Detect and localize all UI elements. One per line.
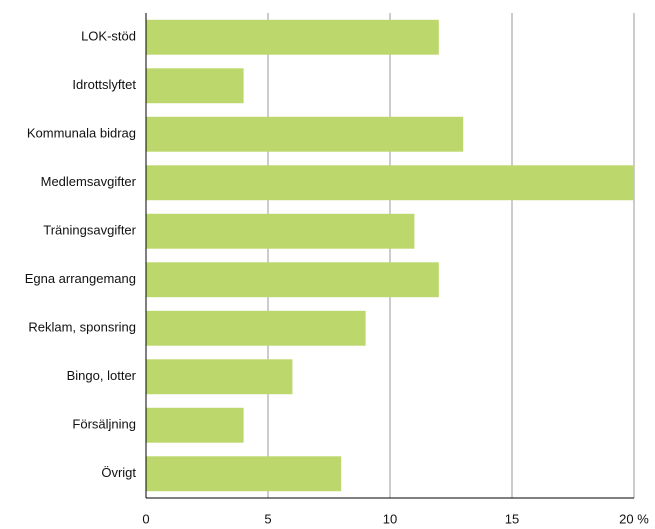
bar bbox=[146, 310, 366, 346]
y-tick-label: Reklam, sponsring bbox=[28, 320, 136, 335]
bar bbox=[146, 213, 415, 249]
bar bbox=[146, 359, 293, 395]
y-tick-label: Idrottslyftet bbox=[72, 77, 136, 92]
y-tick-label: Medlemsavgifter bbox=[41, 174, 137, 189]
bar bbox=[146, 407, 244, 443]
y-tick-label: Egna arrangemang bbox=[25, 271, 136, 286]
x-tick-label: 20 % bbox=[619, 511, 649, 526]
y-tick-label: LOK-stöd bbox=[81, 29, 136, 44]
bar bbox=[146, 68, 244, 104]
bar bbox=[146, 116, 464, 152]
bar bbox=[146, 19, 439, 55]
bar bbox=[146, 456, 342, 492]
x-tick-label: 5 bbox=[264, 511, 271, 526]
y-tick-label: Bingo, lotter bbox=[67, 368, 137, 383]
y-tick-label: Försäljning bbox=[72, 417, 136, 432]
bar bbox=[146, 262, 439, 298]
x-tick-label: 0 bbox=[142, 511, 149, 526]
bar bbox=[146, 165, 634, 201]
y-tick-label: Träningsavgifter bbox=[43, 223, 136, 238]
x-tick-label: 15 bbox=[505, 511, 519, 526]
y-tick-label: Kommunala bidrag bbox=[27, 126, 136, 141]
x-tick-label: 10 bbox=[383, 511, 397, 526]
y-tick-label: Övrigt bbox=[101, 465, 136, 480]
